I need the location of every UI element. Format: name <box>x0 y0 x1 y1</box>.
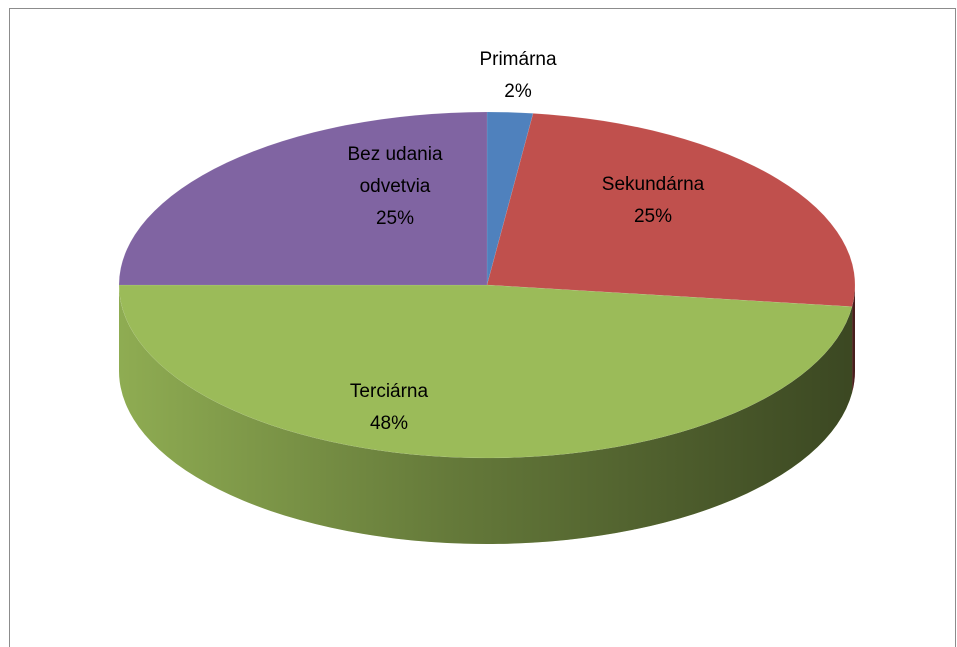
category-label: Bez udania odvetvia <box>347 144 443 197</box>
chart-border <box>9 8 956 647</box>
value-label: 2% <box>504 81 532 102</box>
pie-sides <box>118 285 855 545</box>
data-label: Sekundárna 25% <box>573 169 733 233</box>
slice <box>486 113 856 307</box>
data-label: Primárna 2% <box>448 44 588 108</box>
category-label: Sekundárna <box>601 174 705 195</box>
value-label: 25% <box>633 206 673 227</box>
slice <box>118 111 488 286</box>
value-label: 25% <box>375 208 415 229</box>
pie-tops <box>118 111 856 459</box>
slice-side-shade <box>118 285 853 545</box>
slice <box>118 284 853 459</box>
slice-side-shade <box>852 285 855 393</box>
category-label: Primárna <box>479 49 557 70</box>
slice <box>486 111 534 286</box>
value-label: 48% <box>369 413 409 434</box>
category-label: Terciárna <box>349 381 429 402</box>
data-label: Bez udania odvetvia 25% <box>333 139 458 235</box>
data-label: Terciárna 48% <box>309 376 469 440</box>
